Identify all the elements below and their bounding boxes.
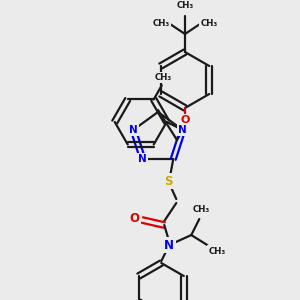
Text: CH₃: CH₃ — [155, 73, 172, 82]
Text: O: O — [129, 212, 139, 224]
Text: O: O — [180, 115, 190, 125]
Text: N: N — [178, 125, 187, 135]
Text: CH₃: CH₃ — [152, 20, 170, 28]
Text: N: N — [138, 154, 147, 164]
Text: CH₃: CH₃ — [193, 205, 210, 214]
Text: S: S — [164, 175, 172, 188]
Text: N: N — [164, 238, 174, 251]
Text: CH₃: CH₃ — [209, 247, 226, 256]
Text: N: N — [129, 125, 138, 135]
Text: CH₃: CH₃ — [176, 2, 194, 10]
Text: CH₃: CH₃ — [200, 20, 218, 28]
